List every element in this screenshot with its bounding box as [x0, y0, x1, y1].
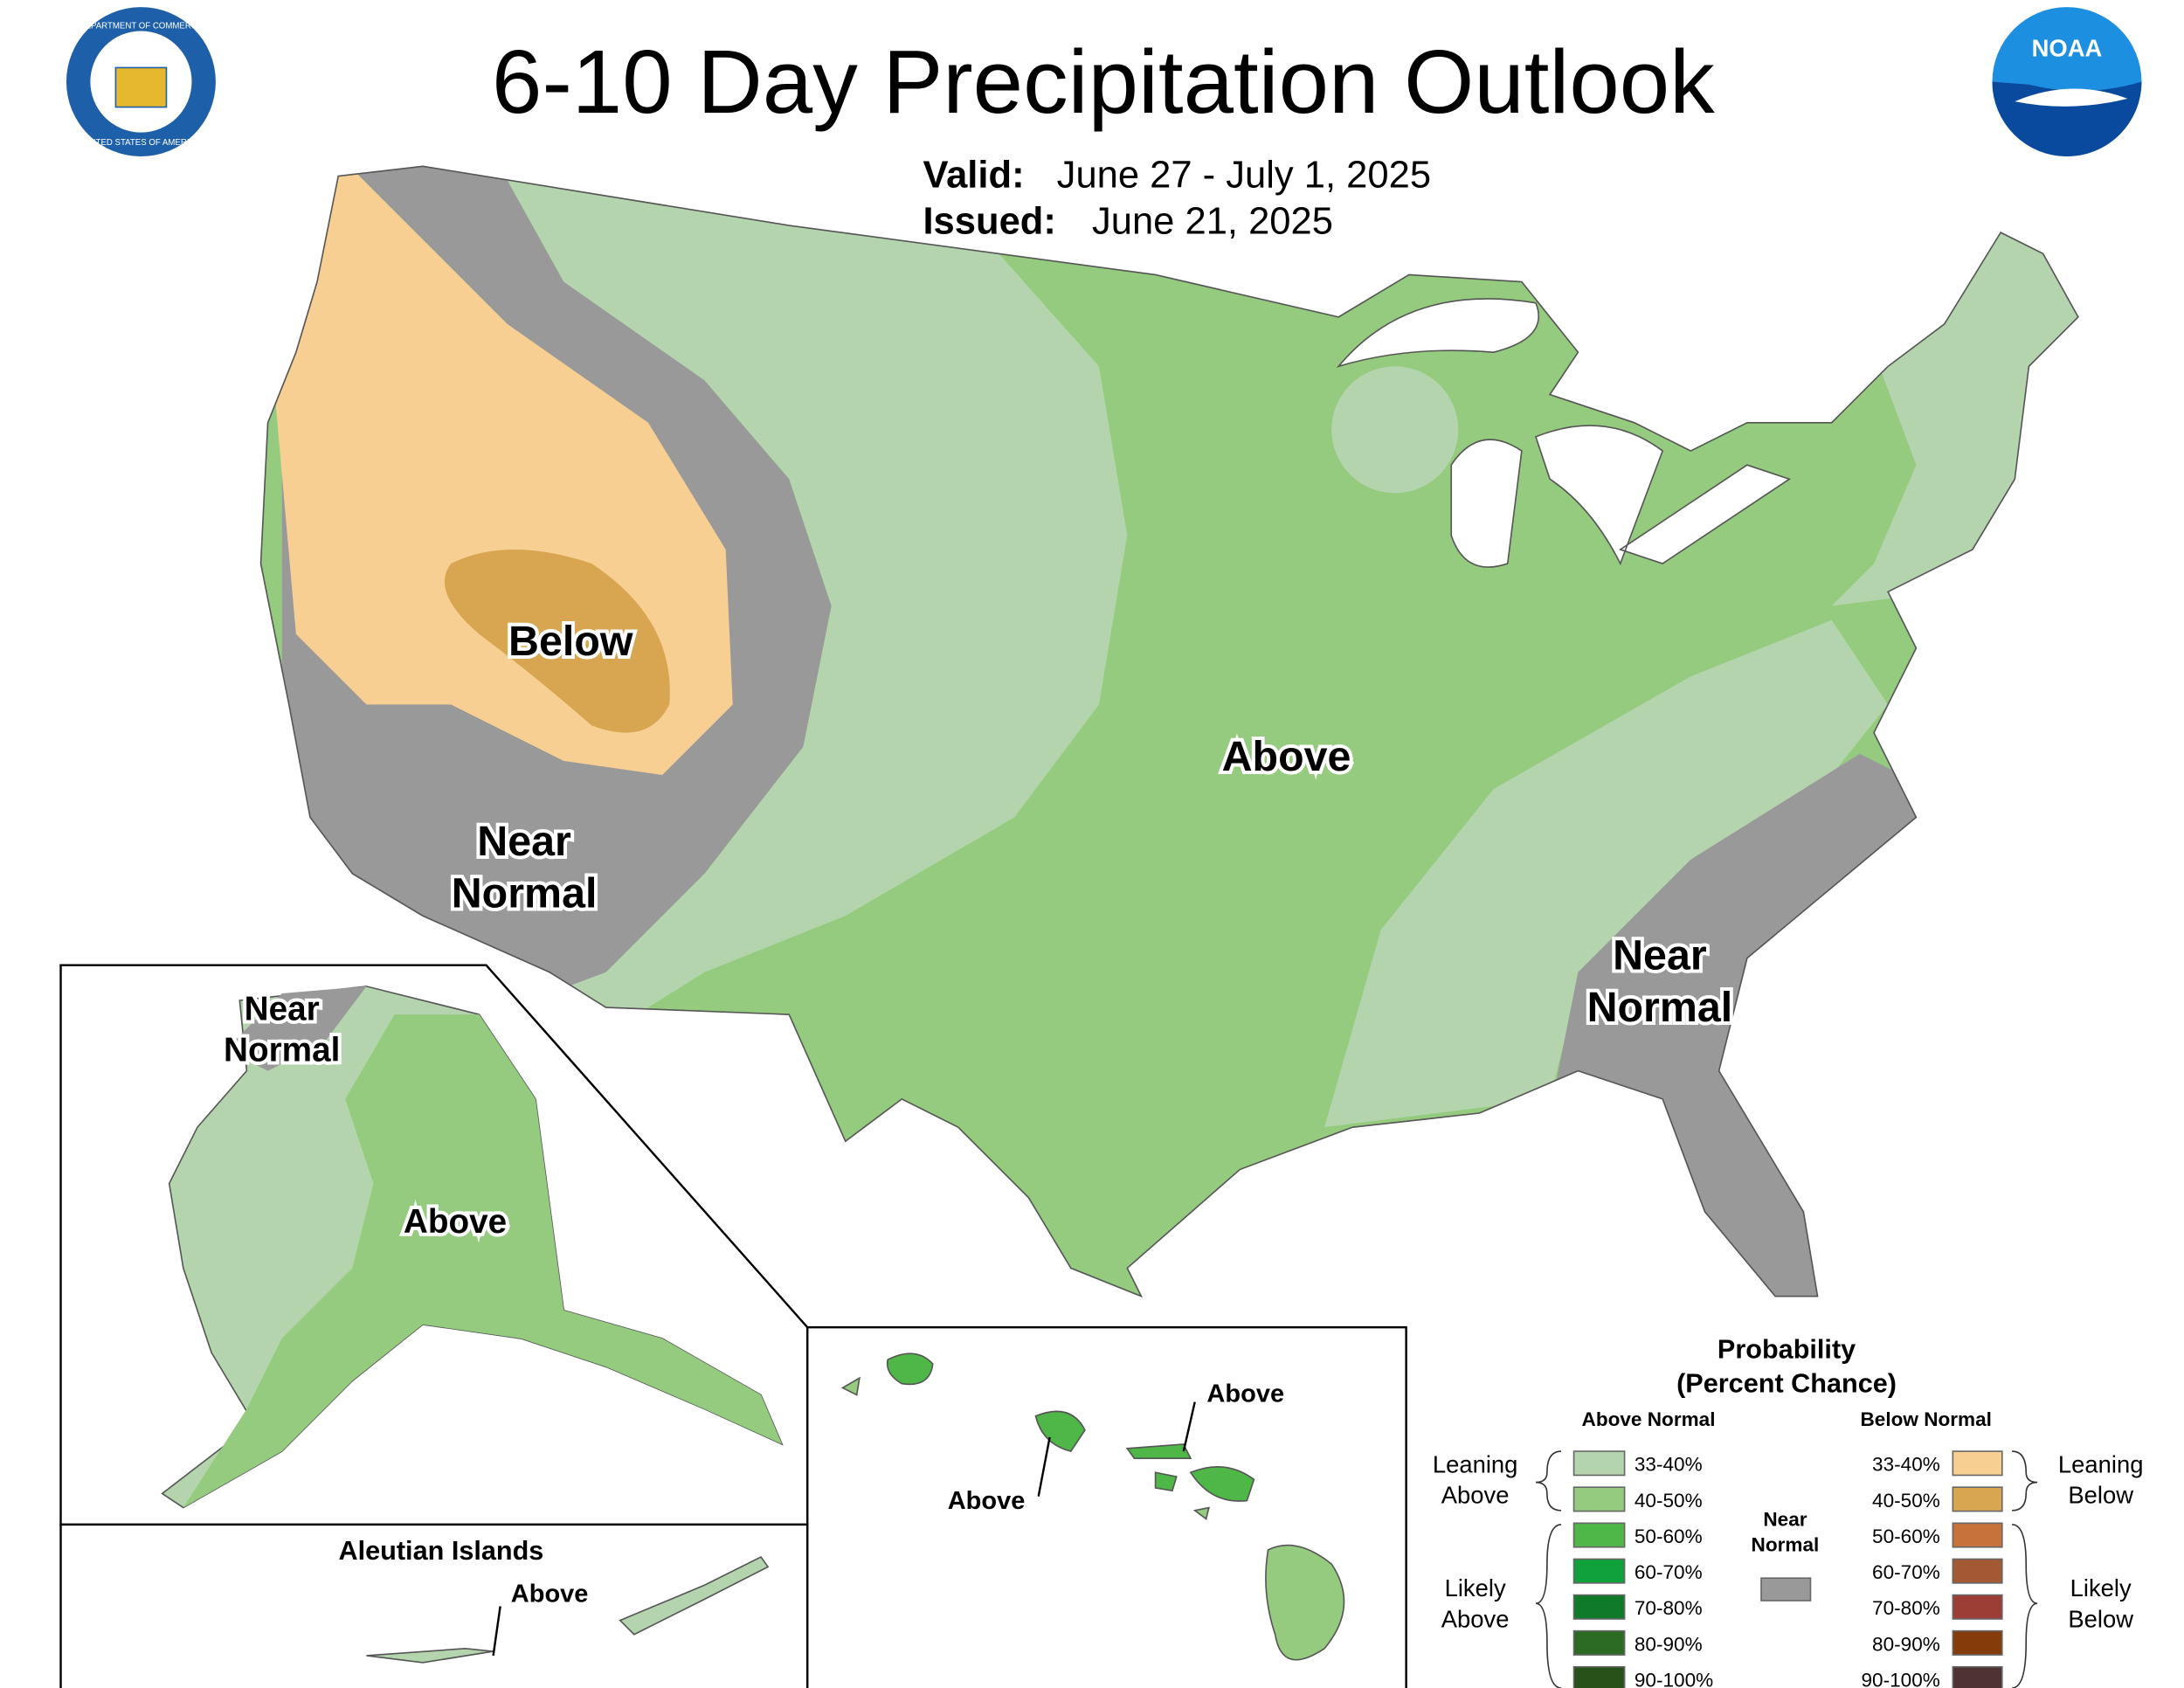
legend-swatch [1572, 1594, 1626, 1620]
group-label: Likely [2070, 1574, 2132, 1602]
map-label: Near [477, 818, 571, 865]
seal-text: UNITED STATES OF AMERICA [81, 138, 202, 148]
group-label: Leaning [1433, 1450, 1518, 1477]
legend: Probability (Percent Chance) Above Norma… [1433, 1335, 2144, 1688]
aleutians-title: Aleutian Islands [339, 1536, 544, 1566]
legend-swatch [1952, 1486, 2003, 1512]
seal-text: DEPARTMENT OF COMMERCE [79, 21, 204, 31]
hawaii-label: Above [1206, 1380, 1284, 1408]
map-label: Normal [452, 870, 598, 917]
aleutians-label: Above [511, 1581, 589, 1608]
legend-swatch [1952, 1558, 2003, 1584]
legend-label: 50-60% [1872, 1525, 1940, 1547]
aleutians-inset: Aleutian Islands Above [59, 1523, 809, 1688]
issued-label: Issued: [923, 201, 1055, 243]
legend-label: 40-50% [1635, 1490, 1703, 1512]
near-label: Near [1763, 1509, 1807, 1531]
valid-dates: June 27 - July 1, 2025 [1057, 154, 1431, 196]
legend-swatch [1572, 1486, 1626, 1512]
legend-label: 90-100% [1635, 1669, 1713, 1688]
legend-swatch [1952, 1450, 2003, 1477]
legend-label: 70-80% [1635, 1597, 1703, 1619]
group-label: Likely [1445, 1574, 1506, 1602]
legend-label: 60-70% [1635, 1561, 1703, 1583]
noaa-logo: NOAA [1992, 7, 2142, 157]
legend-label: 80-90% [1635, 1633, 1703, 1655]
legend-label: 90-100% [1862, 1669, 1940, 1688]
legend-label: 60-70% [1872, 1561, 1940, 1583]
legend-swatch [1760, 1577, 1812, 1602]
legend-swatch [1572, 1629, 1626, 1656]
hawaii-label: Above [948, 1487, 1026, 1515]
map-label: Near [1613, 932, 1707, 979]
legend-swatch [1952, 1594, 2003, 1620]
legend-title: Probability [1717, 1335, 1856, 1365]
hawaii-inset: Above Above [806, 1325, 1407, 1688]
legend-header: Below Normal [1860, 1408, 1991, 1430]
group-label: Above [1441, 1482, 1510, 1509]
legend-header: Above Normal [1582, 1408, 1716, 1430]
title: 6-10 Day Precipitation Outlook [492, 31, 1715, 132]
legend-label: 40-50% [1872, 1490, 1940, 1512]
legend-swatch [1952, 1666, 2003, 1688]
legend-label: 33-40% [1872, 1454, 1940, 1476]
issued-date: June 21, 2025 [1092, 201, 1333, 243]
alaska-label: Normal [224, 1031, 340, 1069]
group-label: Below [2068, 1606, 2133, 1633]
map-label: Above [1222, 733, 1351, 780]
legend-swatch [1572, 1666, 1626, 1688]
legend-swatch [1952, 1522, 2003, 1548]
legend-label: 33-40% [1635, 1454, 1703, 1476]
map-label: Below [508, 618, 633, 665]
near-label: Normal [1752, 1534, 1820, 1556]
legend-swatch [1572, 1558, 1626, 1584]
legend-label: 80-90% [1872, 1633, 1940, 1655]
legend-swatch [1952, 1629, 2003, 1656]
legend-title: (Percent Chance) [1676, 1368, 1897, 1398]
alaska-label: Above [404, 1203, 507, 1241]
valid-label: Valid: [923, 154, 1024, 196]
legend-swatch [1572, 1522, 1626, 1548]
conus [259, 165, 2079, 1297]
legend-label: 70-80% [1872, 1597, 1940, 1619]
group-label: Leaning [2058, 1450, 2144, 1477]
alaska-inset: Near Normal Above [59, 964, 809, 1526]
commerce-seal: DEPARTMENT OF COMMERCE UNITED STATES OF … [66, 7, 216, 157]
map-label: Normal [1587, 984, 1733, 1031]
group-label: Below [2068, 1482, 2133, 1509]
legend-swatch [1572, 1450, 1626, 1477]
group-label: Above [1441, 1606, 1510, 1633]
noaa-text: NOAA [2032, 35, 2103, 62]
legend-label: 50-60% [1635, 1525, 1703, 1547]
alaska-label: Near [245, 991, 320, 1028]
